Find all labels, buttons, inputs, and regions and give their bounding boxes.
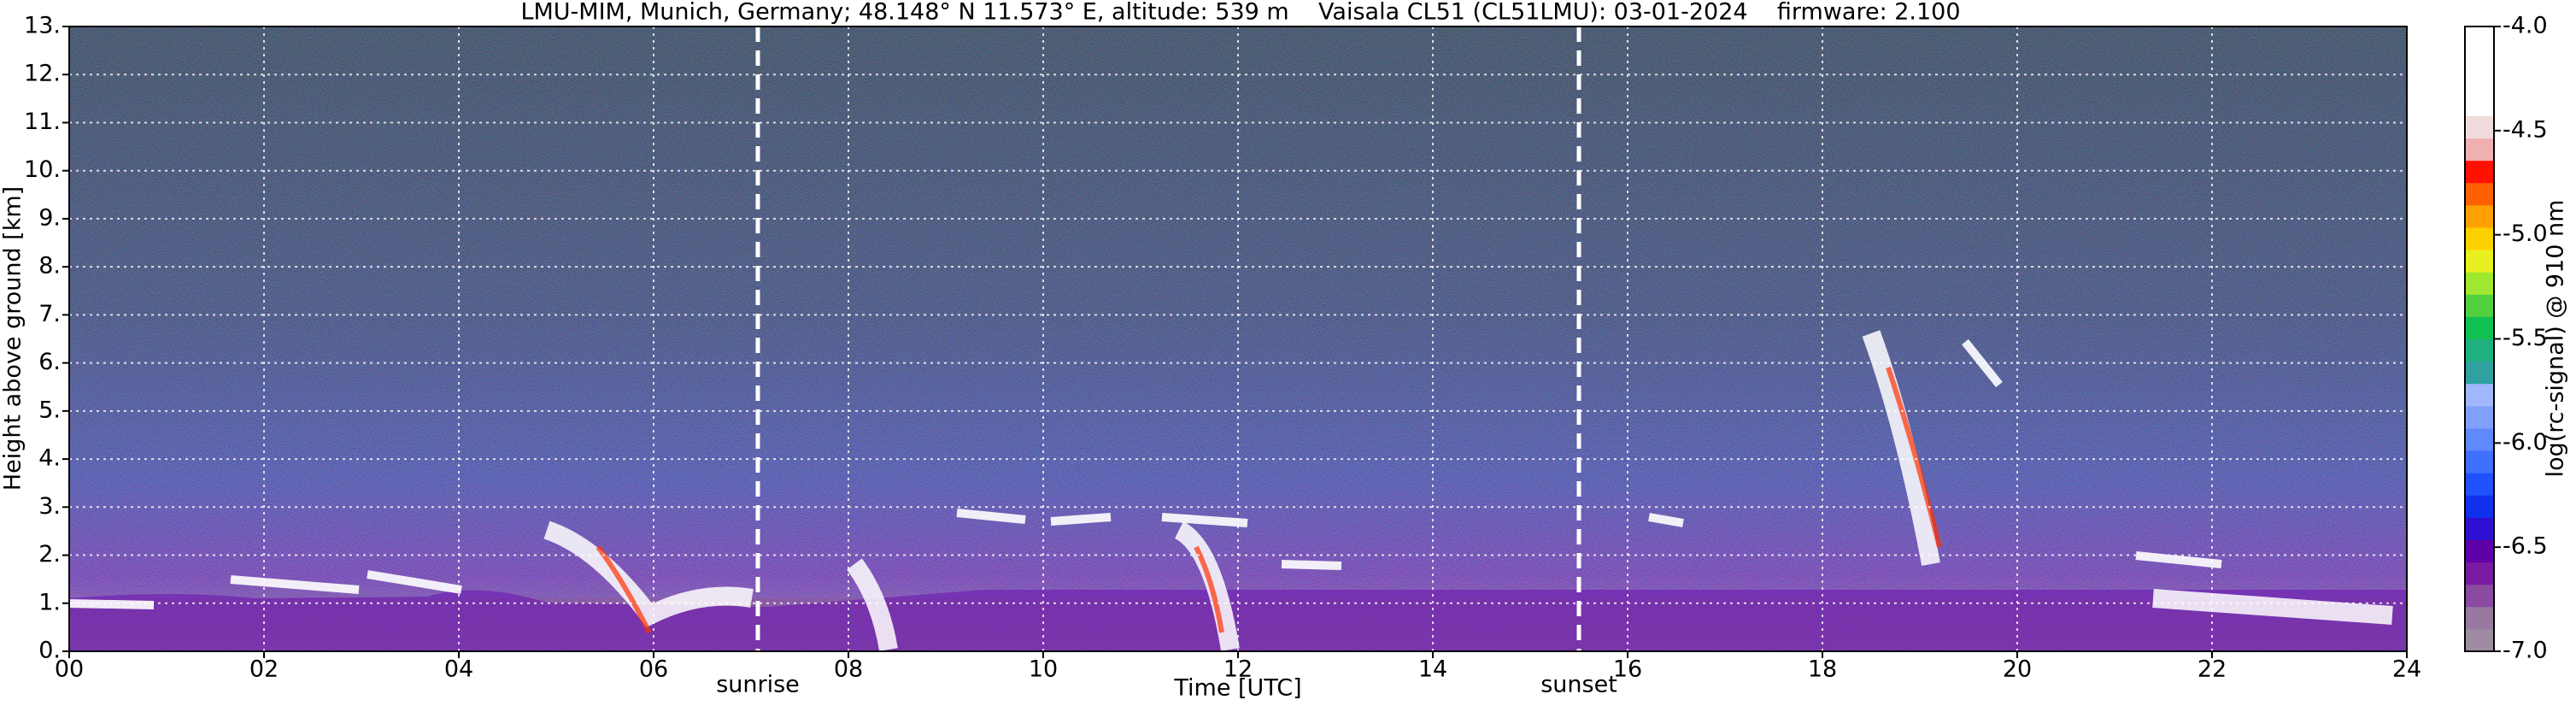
x-tick-label: 06	[639, 656, 668, 683]
y-tick-label: 4.	[38, 445, 61, 472]
colorbar-tick-label: -5.0	[2503, 221, 2548, 247]
x-tick-label: 16	[1613, 656, 1642, 683]
x-tick-label: 24	[2392, 656, 2421, 683]
colorbar-segment	[2465, 138, 2494, 162]
backscatter-image	[69, 26, 2407, 651]
colorbar-segment	[2465, 227, 2494, 250]
colorbar-label: log(rc-signal) @ 910 nm	[2543, 200, 2569, 478]
y-tick-label: 13.	[24, 13, 61, 39]
colorbar-segment	[2465, 628, 2494, 652]
colorbar-segment	[2465, 361, 2494, 385]
colorbar-tick-label: -6.0	[2503, 429, 2548, 456]
y-tick-label: 3.	[38, 493, 61, 520]
x-tick-label: 12	[1223, 656, 1253, 683]
annotation: sunset	[1540, 672, 1617, 698]
x-tick-label: 00	[55, 656, 84, 683]
colorbar-segment	[2465, 606, 2494, 630]
y-axis-label: Height above ground [km]	[0, 186, 26, 491]
x-axis-label: Time [UTC]	[1173, 675, 1301, 702]
x-tick-label: 10	[1029, 656, 1058, 683]
y-tick-label: 12.	[24, 61, 61, 87]
y-tick-label: 6.	[38, 349, 61, 375]
x-tick-label: 22	[2198, 656, 2227, 683]
x-tick-label: 08	[834, 656, 863, 683]
colorbar-segment	[2465, 294, 2494, 317]
y-tick-label: 8.	[38, 253, 61, 279]
x-tick-label: 20	[2003, 656, 2032, 683]
colorbar-tick-label: -7.0	[2503, 638, 2548, 664]
colorbar-segment	[2465, 93, 2494, 116]
colorbar-segment	[2465, 250, 2494, 273]
y-tick-label: 9.	[38, 204, 61, 231]
colorbar-segment	[2465, 182, 2494, 206]
colorbar-segment	[2465, 473, 2494, 496]
chart-title: LMU-MIM, Munich, Germany; 48.148° N 11.5…	[520, 0, 1960, 26]
colorbar-segment	[2465, 26, 2494, 50]
colorbar-segment	[2465, 49, 2494, 72]
colorbar-segment	[2465, 272, 2494, 295]
grid	[68, 26, 2408, 652]
colorbar-segment	[2465, 204, 2494, 228]
colorbar-segment	[2465, 115, 2494, 139]
annotation: sunrise	[716, 672, 800, 698]
x-tick-label: 18	[1808, 656, 1837, 683]
colorbar-segment	[2465, 71, 2494, 94]
y-tick-label: 7.	[38, 301, 61, 327]
colorbar-segment	[2465, 517, 2494, 540]
colorbar-segment	[2465, 383, 2494, 407]
x-tick-label: 14	[1418, 656, 1447, 683]
colorbar-tick-label: -5.5	[2503, 325, 2548, 351]
colorbar-segment	[2465, 539, 2494, 563]
y-tick-label: 1.	[38, 589, 61, 615]
colorbar-segment	[2465, 338, 2494, 362]
colorbar-segment	[2465, 316, 2494, 339]
x-tick-label: 04	[444, 656, 473, 683]
x-tick-label: 02	[249, 656, 279, 683]
colorbar-segment	[2465, 584, 2494, 608]
colorbar-segment	[2465, 450, 2494, 474]
colorbar-segment	[2465, 405, 2494, 429]
colorbar-segment	[2465, 427, 2494, 451]
y-tick-label: 5.	[38, 397, 61, 423]
colorbar-segment	[2465, 495, 2494, 518]
colorbar-tick-label: -4.0	[2503, 13, 2548, 39]
y-tick-label: 0.	[38, 638, 61, 664]
y-tick-label: 2.	[38, 541, 61, 568]
colorbar-tick-label: -6.5	[2503, 533, 2548, 560]
annotations	[755, 26, 1581, 651]
colorbar-tick-label: -4.5	[2503, 116, 2548, 143]
colorbar-segment	[2465, 562, 2494, 585]
y-tick-label: 10.	[24, 156, 61, 183]
y-tick-label: 11.	[24, 109, 61, 135]
colorbar-segment	[2465, 160, 2494, 184]
